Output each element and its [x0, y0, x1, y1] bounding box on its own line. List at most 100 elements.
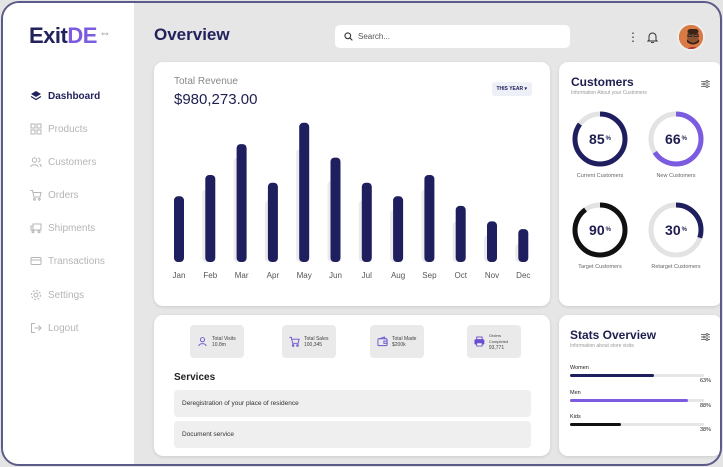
chart-tick-label: Oct [454, 271, 467, 280]
ring-percent: 66% [665, 131, 687, 147]
ring-label: Current Customers [576, 173, 624, 179]
summary-stat: Total Sales 100,345 [282, 325, 336, 358]
services-title: Services [174, 372, 216, 383]
wallet-icon [377, 336, 388, 347]
more-options-icon[interactable]: ⋮ [627, 30, 639, 44]
ring-percent: 30% [665, 222, 687, 238]
sidebar-item-customers[interactable]: Customers [30, 153, 130, 171]
truck-icon [30, 223, 42, 234]
stats-subtitle: Information about store visits [570, 343, 634, 349]
sidebar-item-products[interactable]: Products [30, 120, 130, 138]
ring-label: New Customers [656, 173, 696, 179]
stat-bar-fill [570, 423, 621, 426]
logout-icon [31, 323, 42, 333]
chart-tick-label: Nov [485, 271, 499, 280]
ring-progress [648, 111, 704, 167]
chart-bar[interactable] [299, 122, 310, 262]
chart-bar[interactable] [455, 205, 466, 262]
sidebar-item-label: Orders [48, 189, 79, 201]
chart-bar[interactable] [487, 221, 497, 262]
customer-ring: 85% [571, 110, 629, 168]
cart-icon [289, 336, 300, 347]
summary-stat-title: Total Visits [212, 335, 236, 342]
ring-progress [572, 202, 628, 258]
sidebar-item-shipments[interactable]: Shipments [30, 219, 130, 237]
chart-tick-label: Jul [362, 271, 372, 280]
sidebar-item-orders[interactable]: Orders [30, 186, 130, 204]
user-icon [198, 337, 207, 347]
stats-card: Stats Overview Information about store v… [559, 315, 720, 456]
sidebar-item-logout[interactable]: Logout [30, 319, 130, 337]
sidebar-item-transactions[interactable]: Transactions [30, 252, 130, 270]
revenue-label: Total Revenue [174, 76, 238, 87]
sidebar-item-dashboard[interactable]: Dashboard [30, 87, 130, 105]
summary-stat: Total Made $200k [370, 325, 424, 358]
chart-tick-label: Feb [203, 271, 217, 280]
stat-bar-percent: 38% [699, 427, 711, 433]
chart-tick-label: Apr [267, 271, 280, 280]
stat-bar-label: Men [570, 390, 581, 396]
summary-stat-value: 93,771 [488, 344, 505, 351]
chart-bar[interactable] [205, 175, 216, 262]
summary-stat: Total Visits 10.8m [190, 325, 244, 358]
ring-progress [648, 202, 704, 258]
filter-icon[interactable] [701, 80, 710, 88]
summary-card: Total Visits 10.8m Total Sales 100,345 Total… [154, 315, 550, 456]
chart-bar[interactable] [361, 182, 372, 262]
card-icon [30, 257, 42, 265]
chart-tick-label: May [297, 271, 312, 280]
customers-title: Customers [571, 75, 634, 89]
search-input[interactable]: Search... [335, 25, 570, 48]
chart-bar[interactable] [236, 144, 247, 262]
chart-bar[interactable] [174, 196, 184, 262]
chart-bar[interactable] [518, 229, 529, 262]
summary-stat-title: Total Sales [304, 335, 329, 342]
sidebar: ExitDE ⇔ Dashboard Products Customers Ord… [3, 3, 134, 464]
bell-icon[interactable] [647, 31, 658, 43]
stat-bar-fill [570, 374, 655, 377]
avatar[interactable] [677, 23, 705, 51]
period-dropdown[interactable]: THIS YEAR ▾ [491, 82, 532, 96]
printer-icon [474, 336, 485, 347]
chart-bar[interactable] [330, 157, 341, 262]
customer-ring: 90% [571, 201, 629, 259]
chart-tick-label: Mar [235, 271, 249, 280]
revenue-card: Total Revenue $980,273.00 THIS YEAR ▾ Ja… [154, 62, 550, 306]
ring-percent: 90% [589, 222, 611, 238]
customers-subtitle: Information About your Customers [571, 90, 647, 96]
service-item[interactable]: Deregistration of your place of residenc… [174, 390, 531, 417]
service-item[interactable]: Document service [174, 421, 531, 448]
sidebar-item-label: Products [48, 123, 88, 135]
layers-icon [30, 91, 42, 101]
chart-bar[interactable] [393, 196, 404, 262]
stat-bar-track [570, 399, 704, 402]
chart-tick-label: Dec [516, 271, 530, 280]
summary-stat-title: Total Made [392, 335, 417, 342]
ring-percent: 85% [589, 131, 611, 147]
chart-bar[interactable] [424, 175, 435, 262]
chart-tick-label: Sep [422, 271, 437, 280]
sidebar-item-settings[interactable]: Settings [30, 286, 130, 304]
stat-bar-label: Women [570, 365, 589, 371]
chart-bar[interactable] [267, 182, 278, 262]
summary-stat: Orders Completed 93,771 [467, 325, 521, 358]
ring-label: Retarget Customers [651, 264, 701, 270]
stat-bar-fill [570, 399, 688, 402]
cart-icon [30, 190, 42, 201]
logo: ExitDE ⇔ [29, 23, 111, 48]
sidebar-item-label: Dashboard [48, 90, 101, 102]
stat-bar-track [570, 374, 704, 377]
filter-icon[interactable] [701, 333, 710, 341]
users-icon [30, 157, 42, 168]
stat-bar-percent: 63% [699, 378, 711, 384]
summary-stat-value: 10.8m [212, 341, 226, 348]
chart-tick-label: Aug [391, 271, 405, 280]
sidebar-item-label: Logout [48, 322, 79, 334]
summary-stat-value: $200k [392, 341, 406, 348]
customer-ring: 66% [647, 110, 705, 168]
summary-stat-value: 100,345 [304, 341, 323, 348]
summary-stat-title: Orders Completed [488, 332, 509, 344]
stats-title: Stats Overview [570, 328, 657, 342]
revenue-value: $980,273.00 [174, 91, 258, 108]
